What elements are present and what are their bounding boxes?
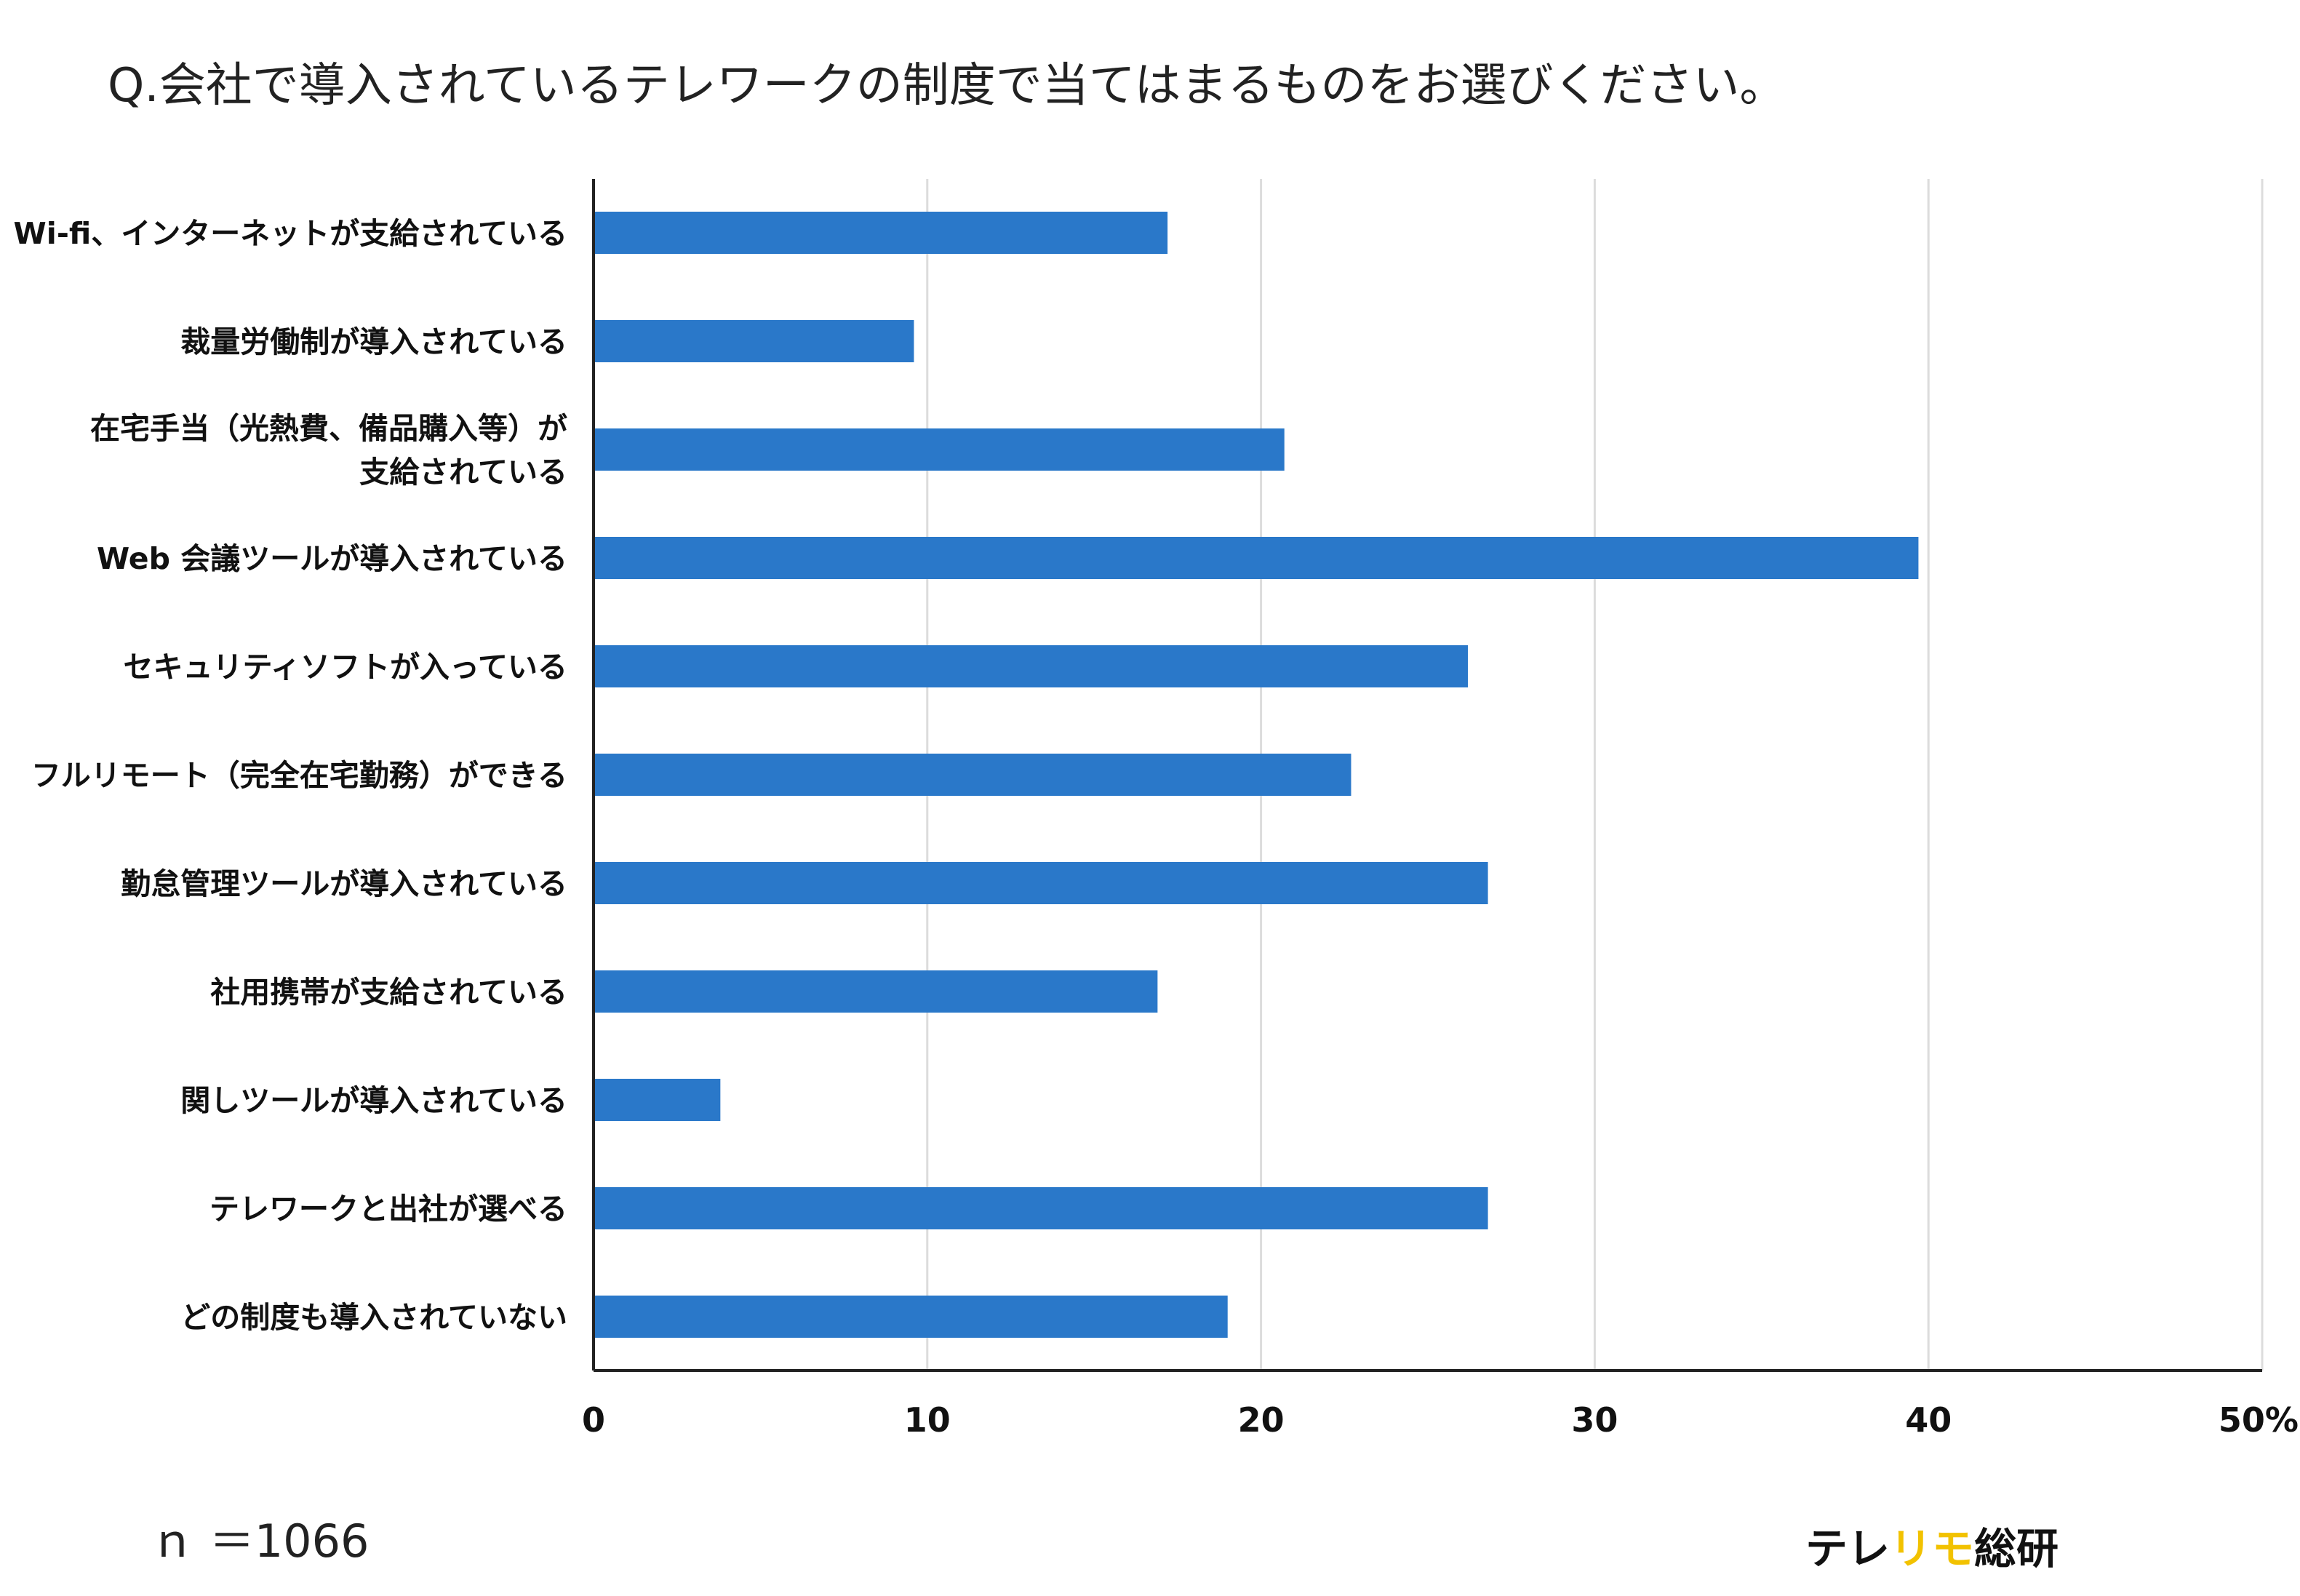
x-tick-label: 40 [1905,1400,1952,1440]
x-tick-label: 10 [904,1400,951,1440]
bar [594,428,1285,471]
bar [594,320,914,362]
bar [594,970,1158,1013]
bar [594,754,1351,796]
bar [594,1296,1228,1338]
chart-title: Q.会社で導入されているテレワークの制度で当てはまるものをお選びください。 [108,59,1786,113]
category-label: フルリモート（完全在宅勤務）ができる [31,758,567,793]
category-label: テレワークと出社が選べる [209,1192,567,1226]
category-label: Web 会議ツールが導入されている [97,541,567,576]
category-label: どの制度も導入されていない [180,1300,567,1335]
category-label: 裁量労働制が導入されている [180,324,567,359]
category-label: 在宅手当（光熱費、備品購入等）が [90,411,567,446]
category-label: 社用携帯が支給されている [210,975,567,1010]
category-label: 勤怠管理ツールが導入されている [121,866,567,901]
x-tick-label: 50% [2219,1400,2299,1440]
bar [594,537,1919,579]
brand-part-1: テレ [1805,1524,1890,1573]
axes [592,179,2262,1372]
x-tick-label: 20 [1238,1400,1285,1440]
bar [594,1187,1488,1229]
brand-part-3: 総研 [1974,1524,2059,1573]
sample-size-note: ｎ ＝1066 [150,1515,370,1568]
brand-part-2: リモ [1890,1524,1975,1573]
bar [594,862,1488,904]
category-label: 関しツールが導入されている [180,1083,567,1118]
category-label: セキュリティソフトが入っている [124,650,568,685]
bar [594,645,1469,687]
bar [594,212,1168,254]
x-tick-label: 0 [582,1400,605,1440]
x-tick-labels: 0 10 20 30 40 50% [582,1400,2299,1440]
bar [594,1079,721,1121]
x-tick-label: 30 [1571,1400,1618,1440]
bars [594,212,1919,1338]
category-label: Wi-fi、インターネットが支給されている [14,216,567,251]
category-labels: Wi-fi、インターネットが支給されている裁量労働制が導入されている在宅手当（光… [14,216,567,1335]
category-label: 支給されている [359,455,567,490]
brand-logo: テレリモ総研 [1805,1515,2059,1576]
